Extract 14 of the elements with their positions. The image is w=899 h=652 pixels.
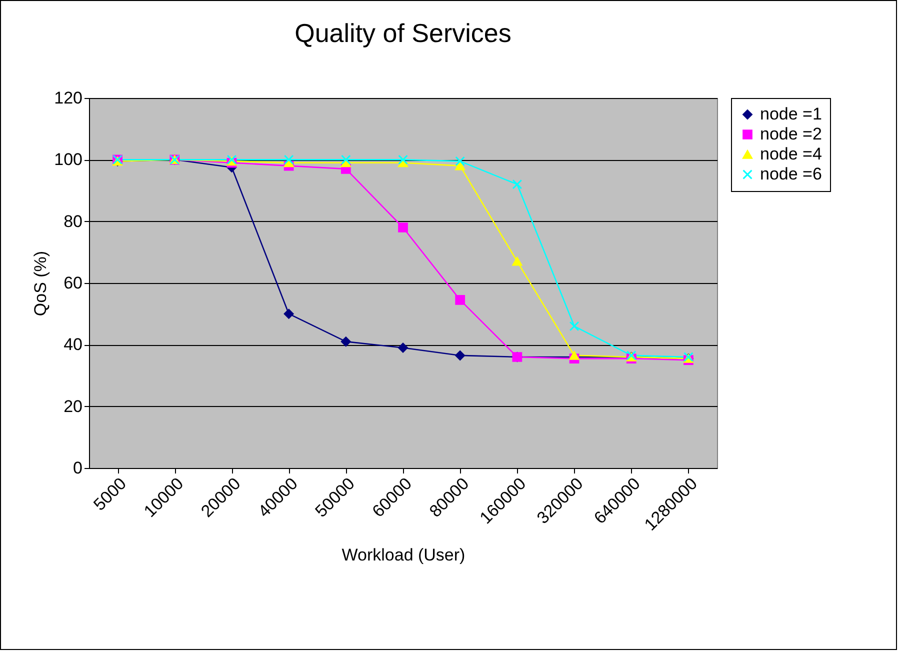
legend-label: node =4 (760, 144, 822, 164)
y-tick-label: 120 (54, 88, 82, 108)
legend-label: node =1 (760, 104, 822, 124)
y-tick-label: 60 (64, 274, 82, 292)
legend-label: node =2 (760, 124, 822, 144)
y-tick-label: 40 (64, 335, 82, 354)
chart-title: Quality of Services (294, 18, 512, 48)
y-tick-label: 0 (73, 458, 82, 478)
legend-label: node =6 (760, 164, 822, 184)
y-axis-title: QoS (%) (31, 250, 50, 316)
y-tick-label: 100 (54, 150, 82, 170)
y-tick-label: 80 (64, 212, 82, 231)
x-axis-title: Workload (User) (342, 546, 466, 565)
y-tick-label: 20 (64, 396, 82, 416)
